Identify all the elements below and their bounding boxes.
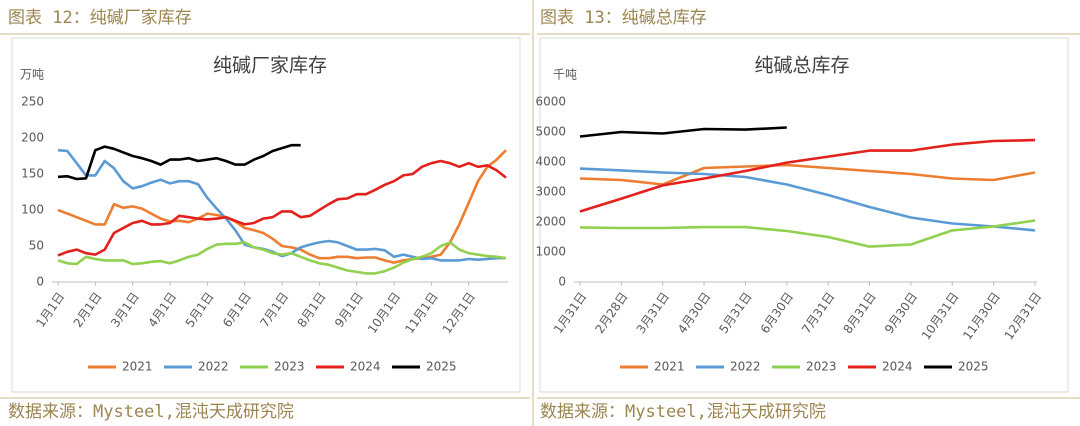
y-tick-label: 2000 (535, 215, 566, 229)
series-line (579, 219, 1036, 248)
y-tick-label: 5000 (535, 125, 566, 139)
y-tick-label: 250 (21, 95, 44, 109)
legend-label: 2024 (882, 360, 913, 374)
legend-label: 2022 (198, 360, 229, 374)
caption: 图表 12：纯碱厂家库存 (8, 8, 192, 28)
chart-frame (11, 37, 521, 393)
chart-title: 纯碱厂家库存 (213, 55, 327, 77)
y-tick-label: 4000 (535, 155, 566, 169)
series-line (579, 138, 1036, 213)
y-tick-label: 200 (21, 131, 44, 145)
legend-label: 2024 (350, 360, 381, 374)
legend-label: 2021 (122, 360, 153, 374)
y-tick-label: 0 (558, 275, 566, 289)
y-axis-label: 万吨 (20, 68, 44, 82)
chart-frame (539, 37, 1069, 393)
source: 数据来源：Mysteel,混沌天成研究院 (540, 402, 826, 422)
series-line (57, 159, 507, 257)
y-axis-label: 千吨 (553, 68, 577, 82)
caption: 图表 13：纯碱总库存 (540, 8, 707, 28)
series-line (57, 143, 301, 181)
source: 数据来源：Mysteel,混沌天成研究院 (8, 402, 294, 422)
legend-label: 2025 (426, 360, 457, 374)
y-tick-label: 0 (36, 275, 44, 289)
y-tick-label: 3000 (535, 185, 566, 199)
legend-label: 2023 (274, 360, 305, 374)
y-tick-label: 1000 (535, 245, 566, 259)
legend-label: 2022 (730, 360, 761, 374)
legend-label: 2023 (806, 360, 837, 374)
series-line (579, 126, 787, 138)
y-tick-label: 6000 (535, 95, 566, 109)
series-line (579, 167, 1036, 232)
y-tick-label: 150 (21, 167, 44, 181)
series-line (57, 148, 506, 262)
series-line (579, 163, 1036, 186)
chart-title: 纯碱总库存 (754, 55, 849, 77)
y-tick-label: 100 (21, 203, 44, 217)
legend-label: 2025 (958, 360, 989, 374)
series-line (57, 149, 507, 264)
legend-label: 2021 (654, 360, 685, 374)
series-line (57, 241, 507, 275)
y-tick-label: 50 (29, 239, 44, 253)
